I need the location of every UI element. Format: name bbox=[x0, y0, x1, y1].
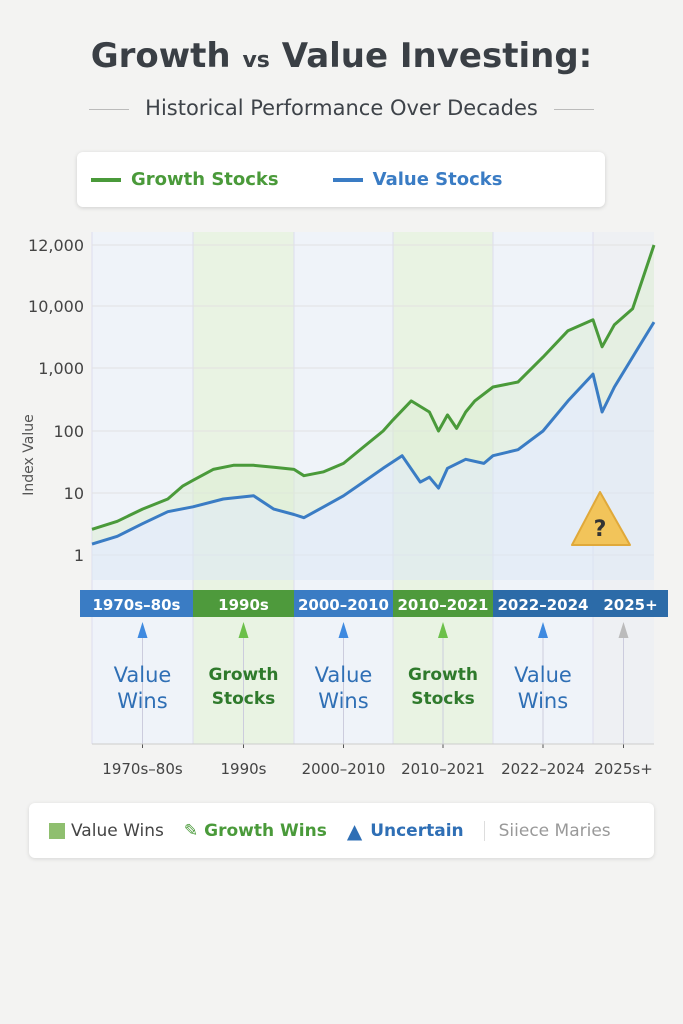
legend-value-wins: Value Wins bbox=[49, 821, 164, 841]
era-winner-label: Value bbox=[514, 663, 572, 687]
x-tick-label: 2022–2024 bbox=[501, 760, 585, 778]
era-tab bbox=[493, 590, 593, 617]
era-tab-label: 2025+ bbox=[603, 596, 657, 614]
growth-line-icon bbox=[91, 177, 121, 182]
era-tab bbox=[193, 590, 294, 617]
y-tick-label: 1,000 bbox=[38, 359, 84, 378]
y-tick-label: 10 bbox=[64, 484, 84, 503]
chart-svg: 1 10 100 1,000 10,000 12,000 Index Value? 1970s… bbox=[21, 232, 668, 778]
legend-value: Value Stocks bbox=[332, 169, 502, 190]
era-winner-label: Growth bbox=[408, 665, 478, 685]
bottom-legend: Value Wins ✎ Growth Wins ▲ Uncertain Siiec… bbox=[29, 803, 654, 858]
y-tick-label: 1 bbox=[74, 546, 84, 565]
arrow-up-icon bbox=[618, 622, 629, 638]
value-area bbox=[92, 322, 654, 580]
warning-icon: ▲ bbox=[346, 818, 363, 843]
era-tab-label: 2022–2024 bbox=[498, 596, 589, 614]
y-axis-label: Index Value bbox=[21, 414, 37, 495]
legend-uncertain: ▲ Uncertain bbox=[346, 818, 464, 843]
era-tab-label: 2010–2021 bbox=[398, 596, 489, 614]
arrow-up-icon bbox=[338, 622, 349, 638]
x-tick-label: 2000–2010 bbox=[302, 760, 386, 778]
era-winner-label: Wins bbox=[518, 689, 568, 713]
arrow-up-icon bbox=[438, 622, 448, 638]
x-tick-label: 2010–2021 bbox=[401, 760, 485, 778]
era-winner-label: Stocks bbox=[411, 689, 475, 709]
era-tab bbox=[294, 590, 393, 617]
legend-growth: Growth Stocks bbox=[91, 169, 279, 190]
y-tick-label: 12,000 bbox=[28, 236, 84, 255]
era-winner-label: Value bbox=[114, 663, 172, 687]
y-tick-label: 10,000 bbox=[28, 297, 84, 316]
era-tab-label: 1970s–80s bbox=[93, 596, 181, 614]
warning-icon bbox=[571, 491, 631, 546]
green-square-icon bbox=[49, 822, 65, 839]
x-tick-label: 2025s+ bbox=[594, 760, 653, 778]
era-tab bbox=[80, 590, 193, 617]
era-tab bbox=[393, 590, 493, 617]
era-winner-label: Value bbox=[315, 663, 373, 687]
y-tick-label: 100 bbox=[53, 422, 84, 441]
era-tab-label: 1990s bbox=[218, 596, 269, 614]
x-tick-label: 1970s–80s bbox=[102, 760, 183, 778]
source-label: Siiece Maries bbox=[483, 820, 611, 841]
warning-question-mark: ? bbox=[594, 517, 607, 542]
growth-plant-icon: ✎ bbox=[183, 820, 199, 841]
arrow-up-icon bbox=[538, 622, 548, 638]
era-tab bbox=[593, 590, 668, 617]
chart-title: Growth vs Value Investing: bbox=[90, 36, 593, 76]
arrow-up-icon bbox=[238, 622, 249, 638]
era-winner-label: Wins bbox=[117, 689, 167, 713]
era-tab-label: 2000–2010 bbox=[298, 596, 389, 614]
value-line bbox=[91, 321, 656, 546]
era-winner-label: Stocks bbox=[212, 689, 276, 709]
arrow-up-icon bbox=[137, 622, 148, 638]
chart-subtitle: Historical Performance Over Decades bbox=[0, 96, 683, 120]
legend: Growth Stocks Value Stocks bbox=[77, 152, 605, 207]
era-winner-label: Growth bbox=[209, 665, 279, 685]
legend-growth-wins: ✎ Growth Wins bbox=[183, 820, 327, 841]
growth-area bbox=[92, 245, 654, 545]
era-winner-label: Wins bbox=[318, 689, 368, 713]
value-line-icon bbox=[332, 177, 363, 182]
x-tick-label: 1990s bbox=[221, 760, 267, 778]
